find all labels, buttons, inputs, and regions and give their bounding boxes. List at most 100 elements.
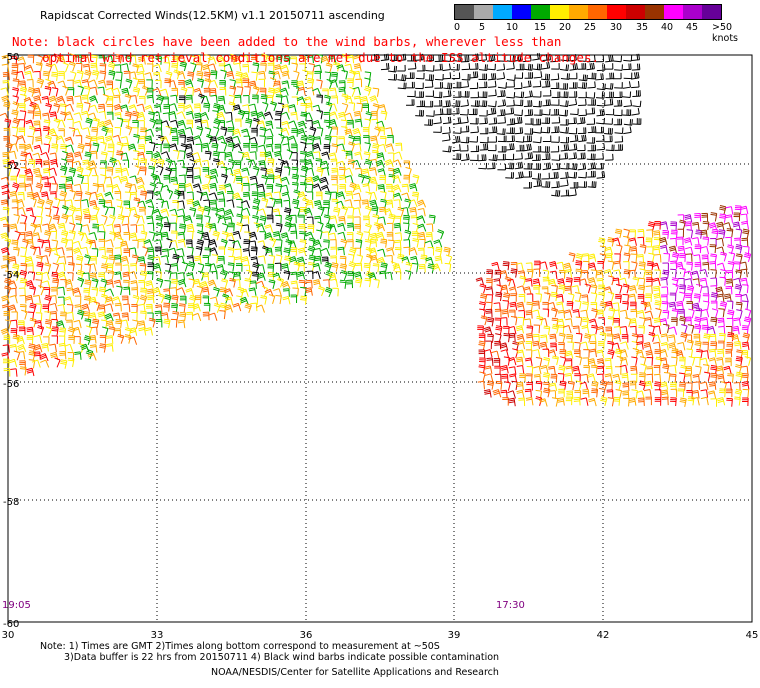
wind-barb [612,373,621,383]
wind-barb [232,55,242,64]
wind-barb [487,73,497,81]
wind-barb [305,279,313,289]
wind-barb [582,389,590,398]
wind-barb [479,110,488,117]
wind-barb [595,126,604,134]
wind-barb [122,215,130,225]
wind-barb [293,261,301,272]
wind-barb [313,247,322,257]
wind-barb [608,307,616,318]
wind-barb [17,343,27,353]
wind-barb [273,288,282,297]
wind-barb [404,198,412,209]
wind-barb [192,312,202,322]
wind-barb [242,248,251,257]
wind-barb [488,126,498,134]
wind-barb [292,287,299,297]
wind-barb [88,167,98,176]
wind-barb [163,104,171,113]
wind-barb [97,79,107,89]
wind-barb [341,70,348,80]
wind-barb [208,263,218,272]
wind-barb [542,135,552,143]
wind-barb [305,199,314,209]
wind-barb [408,183,418,192]
wind-barb [735,301,743,312]
wind-barb [172,310,180,321]
wind-barb [248,80,257,90]
wind-barb [331,126,339,136]
wind-barb [114,254,122,264]
wind-barb [155,119,163,129]
wind-barb [313,64,323,73]
wind-barb [228,101,236,112]
wind-barb [27,54,35,64]
wind-barb [451,100,461,108]
wind-barb [114,271,122,280]
wind-barb [427,247,435,256]
wind-barb [377,168,386,177]
wind-barb [506,118,516,126]
wind-barb [735,356,743,366]
wind-barb [89,191,98,201]
wind-barb [355,277,363,288]
wind-barb [542,348,550,358]
wind-barb [562,324,572,334]
wind-barb [645,270,653,279]
wind-barb [185,94,193,104]
wind-barb [256,280,266,289]
wind-barb [290,294,298,304]
wind-barb [362,183,371,192]
wind-barb [630,301,637,311]
wind-barb [90,150,98,160]
wind-barb [195,214,203,224]
wind-barb [106,335,114,344]
wind-barb [661,396,669,406]
wind-barb [588,397,597,407]
wind-barb [202,255,210,264]
wind-barb [349,69,356,80]
wind-barb [685,246,694,256]
wind-barb [542,308,550,318]
wind-barb [256,304,265,313]
wind-barb [61,205,69,216]
wind-barb [639,316,646,327]
wind-barb [291,152,298,161]
wind-barb [170,222,177,232]
wind-barb [168,103,178,112]
wind-barb [204,262,212,273]
wind-barb [177,208,186,217]
wind-barb [52,277,60,288]
wind-barb [75,62,83,72]
wind-barb [24,143,33,152]
wind-barb [235,263,243,272]
wind-barb [701,324,709,334]
wind-barb [394,271,402,280]
wind-barb [41,280,51,289]
wind-barb [98,55,106,64]
wind-barb [740,293,749,303]
wind-barb [211,254,219,264]
wind-barb [670,229,678,239]
wind-barb [566,390,574,399]
wind-barb [605,108,615,116]
wind-barb [41,343,49,352]
wind-barb [188,294,197,305]
wind-barb [232,230,242,240]
wind-barb [148,317,156,328]
wind-barb [345,190,354,200]
wind-barb [460,125,470,133]
wind-barb [240,54,249,64]
wind-barb [91,70,100,80]
wind-barb [105,296,114,305]
wind-barb [81,94,89,104]
wind-barb [535,380,543,391]
wind-barb [312,87,322,96]
wind-barb [224,304,233,313]
wind-barb [613,72,622,80]
wind-barb [339,255,347,265]
wind-barb [170,303,178,313]
wind-barb [355,239,363,249]
wind-barb [377,143,387,153]
wind-barb [524,152,534,160]
